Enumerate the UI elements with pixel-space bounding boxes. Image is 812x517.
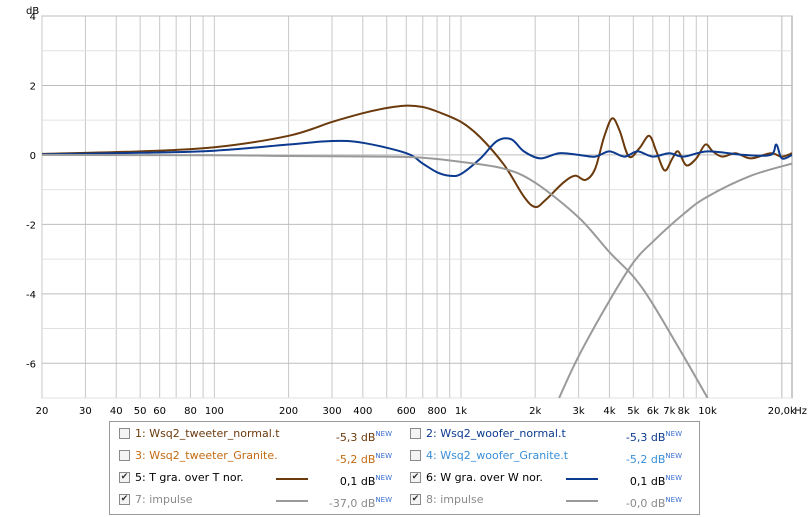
- legend-item-value: 0,1 dBNEW: [322, 468, 392, 492]
- legend-item-value: -5,3 dBNEW: [322, 424, 392, 448]
- legend-value-text: -37,0 dB: [328, 497, 376, 510]
- legend-item: ✔ 5: T gra. over T nor. 0,1 dBNEW: [110, 468, 699, 488]
- legend-swatch: [566, 500, 598, 502]
- x-tick-label: 80: [184, 406, 197, 417]
- series-line-3: [42, 153, 709, 398]
- legend-item-value: -37,0 dBNEW: [322, 490, 392, 514]
- legend-item: 2: Wsq2_woofer_normal.t -5,3 dBNEW: [110, 424, 699, 444]
- legend-new-badge: NEW: [375, 496, 392, 504]
- plot-area: [41, 15, 793, 399]
- legend-checkbox[interactable]: [119, 450, 130, 461]
- series-layer: [42, 104, 792, 398]
- legend-item-value: 0,1 dBNEW: [612, 468, 682, 492]
- legend-item: 4: Wsq2_woofer_Granite.t -5,2 dBNEW: [110, 446, 699, 466]
- x-tick-label: 30: [79, 406, 92, 417]
- x-tick-label: 3k: [573, 406, 585, 417]
- legend-item-label: 3: Wsq2_tweeter_Granite.: [135, 449, 278, 462]
- legend-item-label: 4: Wsq2_woofer_Granite.t: [426, 449, 569, 462]
- x-tick-label: 40: [110, 406, 123, 417]
- legend-new-badge: NEW: [665, 474, 682, 482]
- legend-item: ✔ 6: W gra. over W nor. 0,1 dBNEW: [110, 468, 699, 488]
- legend-new-badge: NEW: [665, 430, 682, 438]
- x-tick-label: 20: [36, 406, 49, 417]
- x-tick-label: 7k: [663, 406, 675, 417]
- grid: [41, 15, 792, 399]
- legend-checkbox[interactable]: [119, 428, 130, 439]
- legend-value-text: -5,2 dB: [625, 453, 666, 466]
- legend-item: ✔ 7: impulse -37,0 dBNEW: [110, 490, 699, 510]
- legend-new-badge: NEW: [665, 452, 682, 460]
- legend-item-value: -5,2 dBNEW: [322, 446, 392, 470]
- legend-value-text: 0,1 dB: [629, 475, 666, 488]
- legend-item-label: 5: T gra. over T nor.: [135, 471, 244, 484]
- legend-new-badge: NEW: [375, 452, 392, 460]
- x-tick-label: 6k: [647, 406, 659, 417]
- legend-checkbox[interactable]: [410, 450, 421, 461]
- legend-checkbox[interactable]: ✔: [410, 472, 421, 483]
- legend-item-value: -0,0 dBNEW: [612, 490, 682, 514]
- x-tick-label: 600: [397, 406, 416, 417]
- series-line-1: [42, 104, 792, 209]
- legend-item-value: -5,3 dBNEW: [612, 424, 682, 448]
- series-line-2: [42, 137, 792, 178]
- x-tick-label: 20,0k: [768, 406, 796, 417]
- tick-labels: 420-2-4-620 30 40 50 60 80 100 200 300 400 600 800 1…: [26, 12, 807, 417]
- legend-item-label: 2: Wsq2_woofer_normal.t: [426, 427, 566, 440]
- x-tick-label: 4k: [603, 406, 615, 417]
- legend-new-badge: NEW: [375, 430, 392, 438]
- legend-new-badge: NEW: [665, 496, 682, 504]
- y-tick-label: 4: [30, 12, 36, 23]
- y-axis-label: dB: [26, 6, 39, 17]
- x-tick-label: 400: [353, 406, 372, 417]
- legend-item-value: -5,2 dBNEW: [612, 446, 682, 470]
- legend-swatch: [276, 500, 308, 502]
- legend-checkbox[interactable]: [410, 428, 421, 439]
- legend-new-badge: NEW: [375, 474, 392, 482]
- legend-item-label: 6: W gra. over W nor.: [426, 471, 543, 484]
- y-tick-label: -2: [26, 220, 36, 231]
- legend-item-label: 1: Wsq2_tweeter_normal.t: [135, 427, 280, 440]
- x-tick-label: 2k: [529, 406, 541, 417]
- legend-item: 1: Wsq2_tweeter_normal.t -5,3 dBNEW: [110, 424, 699, 444]
- x-tick-label: 8k: [678, 406, 690, 417]
- x-tick-label: 300: [322, 406, 341, 417]
- x-axis-unit-label: Hz: [794, 406, 807, 417]
- legend-checkbox[interactable]: ✔: [410, 494, 421, 505]
- legend-value-text: -5,3 dB: [335, 431, 376, 444]
- x-tick-label: 60: [153, 406, 166, 417]
- legend-value-text: -5,2 dB: [335, 453, 376, 466]
- legend-item-label: 8: impulse: [426, 493, 484, 506]
- legend-swatch: [566, 478, 598, 480]
- frequency-response-chart: 420-2-4-620 30 40 50 60 80 100 200 300 400 600 800 1…: [26, 6, 807, 417]
- x-tick-label: 5k: [627, 406, 639, 417]
- x-tick-label: 800: [428, 406, 447, 417]
- y-tick-label: 2: [30, 81, 36, 92]
- y-tick-label: 0: [30, 151, 36, 162]
- legend-checkbox[interactable]: ✔: [119, 472, 130, 483]
- legend-item: 3: Wsq2_tweeter_Granite. -5,2 dBNEW: [110, 446, 699, 466]
- x-tick-label: 100: [205, 406, 224, 417]
- x-tick-label: 50: [134, 406, 147, 417]
- y-tick-label: -6: [26, 359, 36, 370]
- legend-swatch: [276, 478, 308, 480]
- series-line-4: [558, 162, 792, 398]
- legend-panel: 1: Wsq2_tweeter_normal.t -5,3 dBNEW 2: Wsq…: [109, 421, 700, 515]
- legend-item: ✔ 8: impulse -0,0 dBNEW: [110, 490, 699, 510]
- legend-item-label: 7: impulse: [135, 493, 193, 506]
- x-tick-label: 1k: [455, 406, 467, 417]
- legend-checkbox[interactable]: ✔: [119, 494, 130, 505]
- legend-value-text: 0,1 dB: [339, 475, 376, 488]
- x-tick-label: 10k: [698, 406, 717, 417]
- legend-value-text: -0,0 dB: [625, 497, 666, 510]
- legend-value-text: -5,3 dB: [625, 431, 666, 444]
- y-tick-label: -4: [26, 290, 36, 301]
- x-tick-label: 200: [279, 406, 298, 417]
